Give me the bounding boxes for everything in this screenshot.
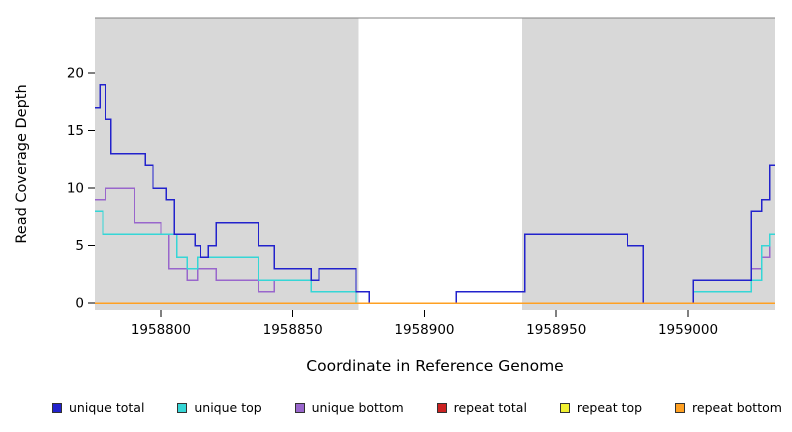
plot-area: 0 5 10 15 20 1958800 1958850 1958900 1958950 1959… <box>67 17 775 338</box>
x-tick-label: 1958900 <box>394 322 454 338</box>
legend-swatch-unique-top <box>177 402 188 413</box>
y-tick-label: 0 <box>75 296 84 312</box>
legend-item-unique-bottom: unique bottom <box>294 400 404 415</box>
legend-swatch-repeat-bottom <box>675 402 686 413</box>
highlight-band <box>358 18 522 310</box>
legend-item-unique-top: unique top <box>177 400 262 415</box>
legend-item-repeat-top: repeat top <box>559 400 643 415</box>
x-tick-label: 1958950 <box>526 322 586 338</box>
y-tick-label: 15 <box>67 123 84 139</box>
legend-item-repeat-bottom: repeat bottom <box>675 400 782 415</box>
legend-swatch-unique-total <box>52 402 62 413</box>
y-axis-title: Read Coverage Depth <box>14 84 30 243</box>
y-tick-label: 5 <box>75 238 84 254</box>
legend-label-repeat-total: repeat total <box>453 400 527 415</box>
legend-label-unique-top: unique top <box>194 400 262 415</box>
series-unique-top <box>95 210 775 304</box>
x-tick-label: 1958850 <box>263 322 323 338</box>
legend-swatch-repeat-total <box>436 402 447 413</box>
legend-item-repeat-total: repeat total <box>436 400 527 415</box>
legend-swatch-unique-bottom <box>294 402 305 413</box>
legend-swatch-repeat-top <box>559 402 570 413</box>
legend: unique total unique top unique bottom re… <box>0 400 792 415</box>
x-tick-label: 1959000 <box>658 322 718 338</box>
y-tick-label: 10 <box>67 181 84 197</box>
legend-label-unique-total: unique total <box>69 400 145 415</box>
coverage-chart: 0 5 10 15 20 1958800 1958850 1958900 1958950 1959… <box>14 17 775 375</box>
x-axis-title: Coordinate in Reference Genome <box>306 357 563 375</box>
x-tick-label: 1958800 <box>131 322 191 338</box>
legend-label-repeat-top: repeat top <box>576 400 643 415</box>
legend-label-unique-bottom: unique bottom <box>311 400 404 415</box>
legend-item-unique-total: unique total <box>52 400 144 415</box>
y-tick-label: 20 <box>67 66 84 82</box>
legend-label-repeat-bottom: repeat bottom <box>692 400 782 415</box>
